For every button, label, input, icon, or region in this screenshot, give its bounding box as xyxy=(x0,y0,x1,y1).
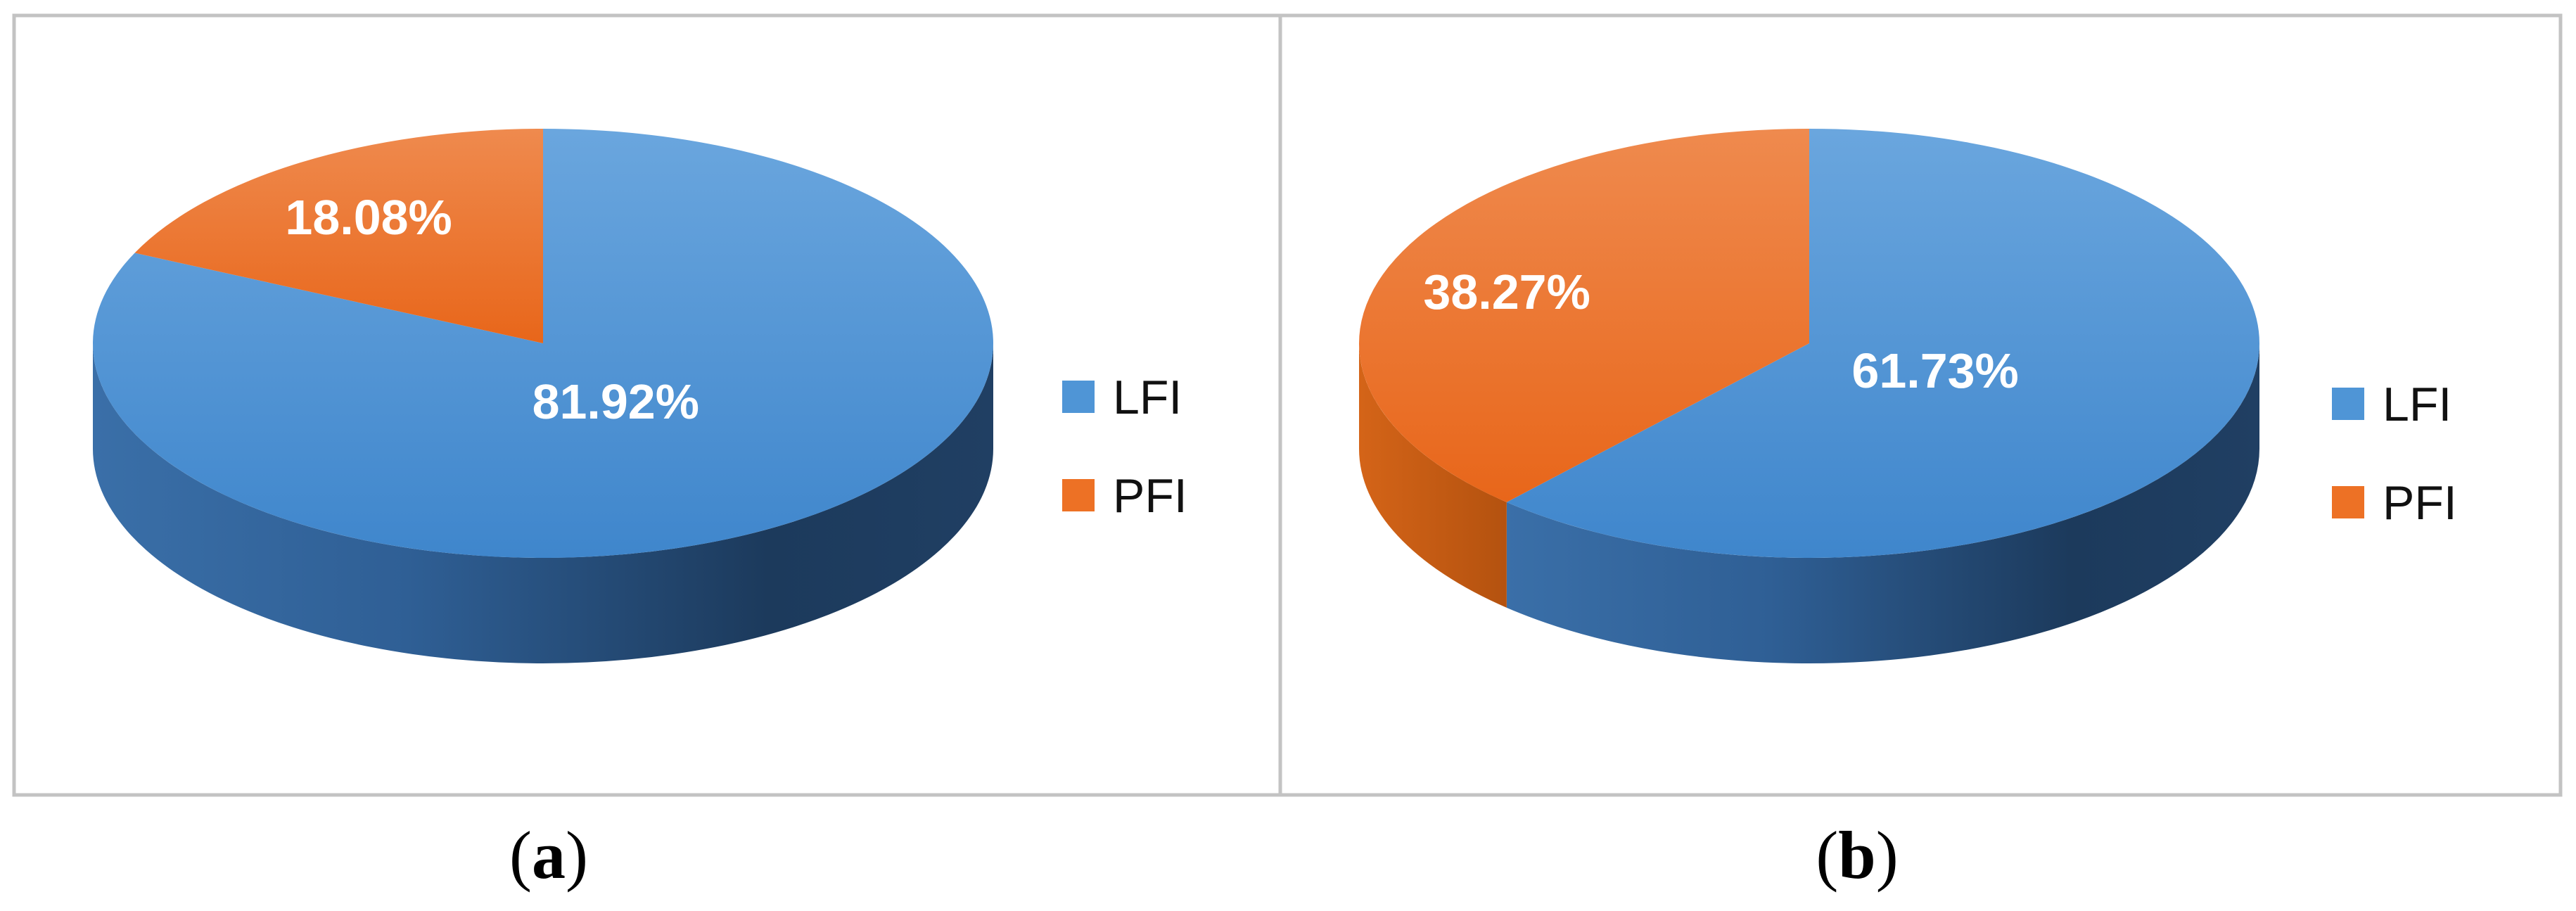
pie-a-labels: 81.92% 18.08% xyxy=(285,190,699,429)
pie-b-labels: 61.73% 38.27% xyxy=(1423,265,2018,398)
legend-b-swatch-pfi xyxy=(2332,486,2364,518)
legend-b-label-pfi: PFI xyxy=(2383,476,2457,530)
chart-panel-a: 81.92% 18.08% LFI PFI xyxy=(12,13,1282,797)
pie-b-side-pfi xyxy=(1359,343,1507,608)
pie-b-tops xyxy=(1358,129,2259,558)
legend-a-swatch-pfi xyxy=(1062,479,1095,511)
legend-a: LFI PFI xyxy=(1062,371,1187,523)
legend-a-label-pfi: PFI xyxy=(1113,469,1187,523)
panel-frame-b xyxy=(1278,13,2563,797)
pie-a-tops xyxy=(92,129,993,558)
legend-b-label-lfi: LFI xyxy=(2383,378,2451,431)
pie-b-slice-lfi xyxy=(1506,129,2259,558)
legend-a-label-lfi: LFI xyxy=(1113,371,1182,424)
pie-a-slice-lfi xyxy=(92,129,993,558)
pie-a-sides xyxy=(93,343,993,663)
legend-b: LFI PFI xyxy=(2332,378,2457,530)
legend-a-swatch-lfi xyxy=(1062,381,1095,413)
legend-b-swatch-lfi xyxy=(2332,388,2364,420)
pie-a-slice-pfi xyxy=(134,129,543,343)
pie-b-label-lfi: 61.73% xyxy=(1851,343,2018,398)
pie-b-side-lfi xyxy=(1506,343,2259,664)
pie-b-label-pfi: 38.27% xyxy=(1423,265,1590,319)
pie-a-side-lfi xyxy=(93,343,993,663)
pie-b-slice-pfi xyxy=(1358,129,1809,502)
pie-b-sides xyxy=(1359,343,2259,664)
chart-panel-b: 61.73% 38.27% LFI PFI xyxy=(1278,13,2563,797)
panel-caption-b: (b) xyxy=(1816,817,1899,893)
panel-caption-a: (a) xyxy=(509,817,588,893)
pie-a-label-lfi: 81.92% xyxy=(533,374,699,429)
pie-a-label-pfi: 18.08% xyxy=(285,190,452,245)
